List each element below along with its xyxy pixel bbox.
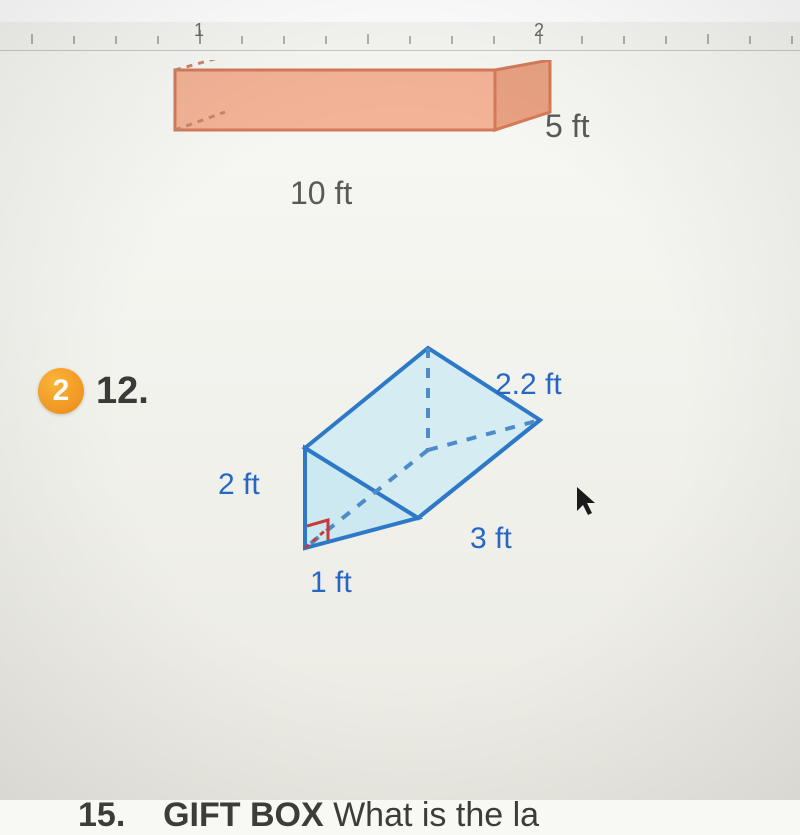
label-3ft: 3 ft xyxy=(470,522,512,556)
ruler-ticks: 1 2 xyxy=(0,22,800,50)
toolbar-edge xyxy=(0,0,800,23)
rectangular-prism xyxy=(165,60,565,190)
label-5ft: 5 ft xyxy=(545,108,589,145)
problem-marker: 2 12. xyxy=(38,368,149,414)
problem-15-title: GIFT BOX xyxy=(163,796,324,834)
ruler-mark-1: 1 xyxy=(194,22,204,40)
mouse-cursor-icon xyxy=(575,485,601,525)
ruler: 1 2 xyxy=(0,22,800,51)
label-2-2ft: 2.2 ft xyxy=(495,368,562,402)
label-1ft: 1 ft xyxy=(310,566,352,600)
label-2ft: 2 ft xyxy=(218,468,260,502)
badge-number: 2 xyxy=(53,374,70,408)
label-10ft: 10 ft xyxy=(290,175,352,212)
problem-15-rest: What is the la xyxy=(324,796,539,834)
next-problem-text: 15. GIFT BOX What is the la xyxy=(78,796,539,835)
difficulty-badge: 2 xyxy=(38,368,84,414)
problem-15-number: 15. xyxy=(78,796,125,834)
page-content: 5 ft 10 ft 2 12. 2.2 ft 2 ft 3 ft 1 ft 1… xyxy=(0,50,800,800)
problem-number: 12. xyxy=(96,370,149,413)
ruler-mark-2: 2 xyxy=(534,22,544,40)
